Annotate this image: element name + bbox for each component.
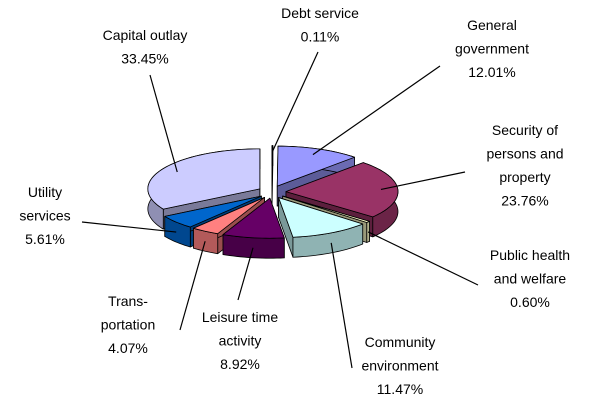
label-line: environment: [361, 358, 438, 374]
slice-top: [282, 195, 370, 223]
label-line: Community: [365, 334, 436, 350]
slice-top: [193, 196, 265, 235]
leader-line: [149, 74, 178, 173]
category-label: Community environment: [361, 334, 438, 374]
category-label: Capital outlay: [103, 27, 188, 43]
slice-top: [285, 162, 399, 218]
category-label: Security of persons and property: [486, 122, 563, 185]
category-label: Public health and welfare: [490, 247, 570, 287]
value-label: 0.60%: [510, 294, 550, 310]
label-line: Capital outlay: [103, 27, 188, 43]
label-line: Leisure time: [202, 309, 278, 325]
slice-top: [278, 197, 364, 238]
label-line: Utility: [28, 184, 62, 200]
label-line: property: [499, 169, 550, 185]
leader-line: [330, 242, 353, 369]
label-line: Trans-: [108, 293, 148, 309]
slice-top: [276, 145, 355, 187]
slice-top: [271, 145, 274, 187]
category-label: Utility services: [19, 184, 70, 224]
category-label: Leisure time activity: [202, 309, 278, 349]
label-line: government: [455, 41, 529, 57]
leader-line: [179, 241, 206, 331]
label-line: Debt service: [281, 5, 359, 21]
value-label: 5.61%: [25, 231, 65, 247]
label-line: activity: [219, 333, 262, 349]
label-line: portation: [101, 317, 155, 333]
slice-top: [147, 148, 261, 210]
label-line: Public health: [490, 247, 570, 263]
leader-line: [312, 65, 441, 156]
pie-slice: [271, 145, 274, 207]
label-line: services: [19, 208, 70, 224]
label-line: and welfare: [494, 271, 567, 287]
category-label: Debt service: [281, 5, 359, 21]
label-line: General: [467, 17, 517, 33]
pie-slice: [278, 197, 364, 258]
leader-line: [271, 51, 319, 152]
leader-line: [380, 171, 466, 191]
leader-line: [367, 231, 479, 286]
label-line: Security of: [492, 122, 558, 138]
value-label: 33.45%: [121, 51, 168, 67]
value-label: 4.07%: [108, 340, 148, 356]
value-label: 23.76%: [501, 193, 548, 209]
pie-slice: [222, 197, 285, 259]
category-label: Trans-portation: [101, 293, 155, 333]
value-label: 8.92%: [220, 356, 260, 372]
slice-top: [222, 197, 285, 239]
label-line: persons and: [486, 146, 563, 162]
category-label: General government: [455, 17, 529, 57]
leader-line: [81, 221, 177, 233]
value-label: 12.01%: [468, 64, 515, 80]
leader-line: [237, 247, 254, 301]
slice-top: [164, 195, 262, 228]
value-label: 11.47%: [377, 381, 423, 397]
value-label: 0.11%: [301, 29, 340, 45]
